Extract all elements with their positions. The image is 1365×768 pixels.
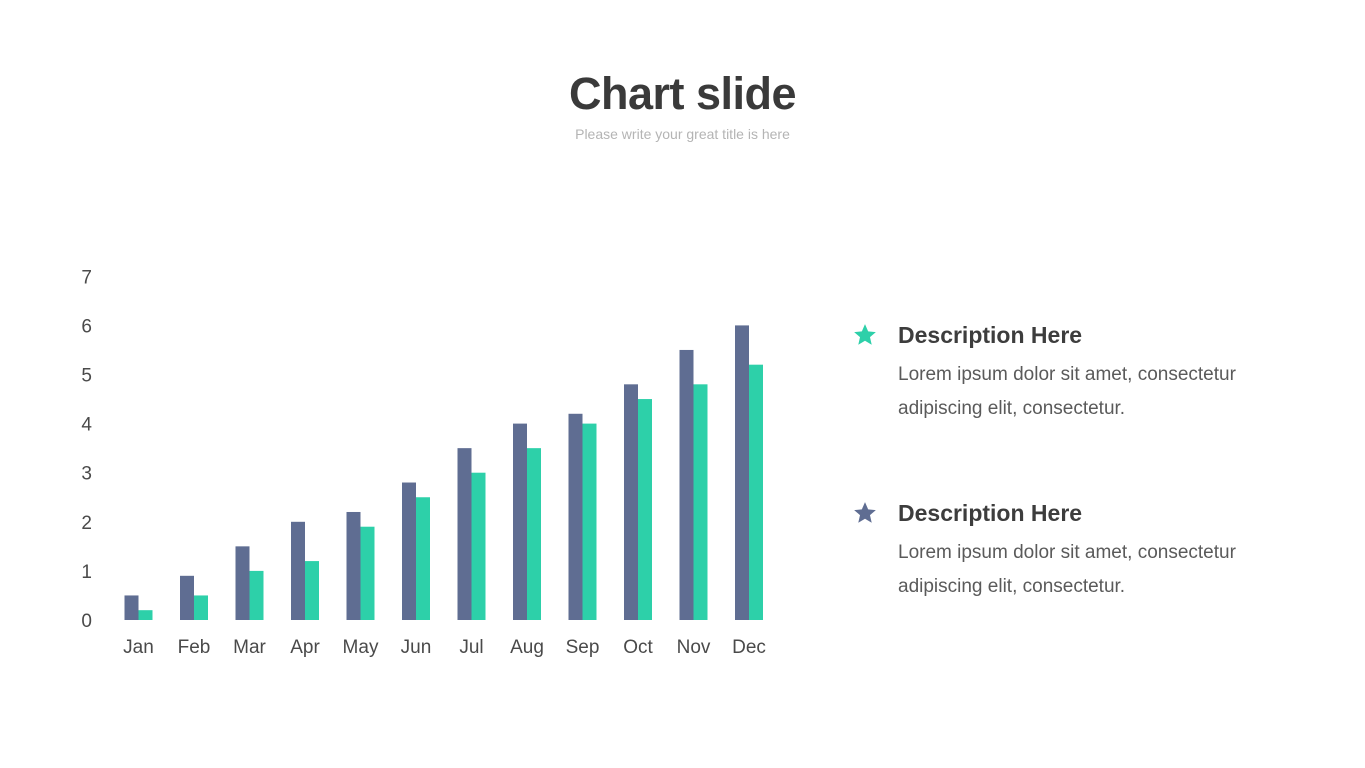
x-tick-label: Sep (566, 637, 600, 658)
bar-aug-series-1 (513, 423, 527, 620)
description-title: Description Here (898, 322, 1083, 348)
bar-jun-series-1 (402, 482, 416, 620)
x-tick-label: Nov (677, 637, 711, 658)
bar-jun-series-2 (416, 497, 430, 620)
bar-mar-series-2 (249, 570, 264, 620)
star-icon (854, 324, 876, 345)
bar-apr-series-1 (291, 521, 305, 620)
y-tick-label: 6 (81, 316, 92, 337)
bar-dec-series-1 (735, 325, 749, 620)
y-tick-label: 2 (81, 513, 92, 534)
x-tick-label: Feb (178, 637, 211, 658)
star-shape (854, 502, 876, 523)
y-tick-label: 5 (81, 366, 92, 387)
y-tick-label: 4 (81, 415, 92, 436)
bar-jan-series-2 (138, 610, 153, 620)
star-icon (854, 502, 876, 523)
x-tick-label: Oct (623, 637, 653, 658)
bar-feb-series-2 (194, 595, 208, 620)
bar-dec-series-2 (749, 364, 763, 620)
bar-jan-series-1 (124, 595, 139, 620)
bar-mar-series-1 (235, 546, 250, 620)
y-tick-label: 7 (81, 267, 92, 288)
bar-jul-series-2 (471, 472, 486, 620)
bar-may-series-2 (360, 526, 375, 620)
star-shape (854, 324, 876, 345)
bar-aug-series-2 (527, 448, 541, 620)
bar-may-series-1 (346, 511, 361, 620)
x-tick-label: May (343, 637, 379, 658)
bar-apr-series-2 (305, 561, 319, 620)
description-body: Lorem ipsum dolor sit amet, consectetur … (898, 542, 1236, 597)
x-tick-label: Jul (459, 637, 483, 658)
bar-chart: 0 1 2 3 4 5 6 7 Jan Feb Mar Apr May Jun Jul Aug Sep Oct No… (81, 267, 766, 658)
bar-oct-series-1 (624, 384, 638, 620)
x-tick-label: Dec (732, 637, 766, 658)
description-body: Lorem ipsum dolor sit amet, consectetur … (898, 364, 1236, 419)
bar-feb-series-1 (180, 575, 194, 620)
y-tick-label: 1 (81, 562, 92, 583)
slide-header: Chart slide Please write your great titl… (0, 66, 1365, 142)
x-tick-label: Jan (123, 637, 154, 658)
bar-oct-series-2 (638, 399, 652, 620)
bar-sep-series-2 (582, 423, 597, 620)
bar-sep-series-1 (568, 413, 583, 620)
x-tick-label: Jun (401, 637, 432, 658)
x-tick-label: Mar (233, 637, 266, 658)
slide-subtitle: Please write your great title is here (575, 126, 790, 142)
x-tick-label: Apr (290, 637, 320, 658)
slide-title: Chart slide (568, 68, 797, 119)
y-tick-label: 0 (81, 611, 92, 632)
bar-nov-series-2 (693, 384, 708, 620)
y-tick-label: 3 (81, 464, 92, 485)
bar-jul-series-1 (457, 448, 472, 620)
x-tick-label: Aug (510, 637, 544, 658)
description-title: Description Here (898, 500, 1083, 526)
bar-nov-series-1 (679, 349, 694, 620)
